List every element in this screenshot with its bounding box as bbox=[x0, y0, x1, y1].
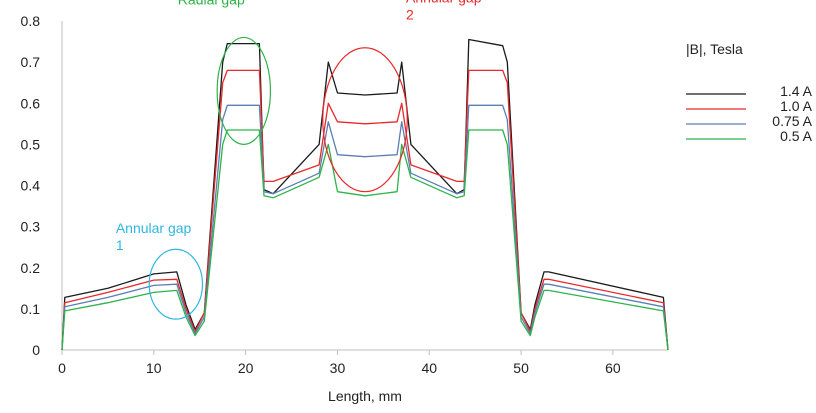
y-tick-label: 0.8 bbox=[21, 13, 41, 29]
legend-title: |B|, Tesla bbox=[686, 41, 743, 57]
x-tick-label: 20 bbox=[238, 360, 254, 376]
axes: 0 0.1 0.2 0.3 0.4 0.5 0.6 0.7 0.8 0 10 20 30 40 50 60 bbox=[21, 13, 668, 376]
annotation-label: Annular gap bbox=[116, 220, 192, 236]
x-axis-title: Length, mm bbox=[328, 388, 402, 404]
y-tick-label: 0.4 bbox=[21, 178, 41, 194]
annotation-ellipse bbox=[322, 47, 408, 193]
x-tick-label: 0 bbox=[58, 360, 66, 376]
annotation-ellipse bbox=[216, 36, 272, 145]
x-tick-label: 50 bbox=[513, 360, 529, 376]
x-tick-label: 60 bbox=[605, 360, 621, 376]
x-tick-label: 30 bbox=[330, 360, 346, 376]
y-tick-label: 0.6 bbox=[21, 95, 41, 111]
annotation-label: 2 bbox=[406, 7, 414, 23]
series-line-1-4-a bbox=[61, 38, 669, 351]
x-tick-label: 40 bbox=[421, 360, 437, 376]
legend: |B|, Tesla 1.4 A1.0 A0.75 A0.5 A bbox=[686, 41, 813, 144]
legend-label: 0.5 A bbox=[780, 128, 813, 144]
legend-label: 1.4 A bbox=[780, 83, 813, 99]
y-tick-label: 0.3 bbox=[21, 219, 41, 235]
annotation-ellipse bbox=[148, 248, 204, 320]
annotation-label: Radial gap bbox=[178, 0, 245, 7]
series-line-0-5-a bbox=[61, 129, 669, 351]
x-tick-label: 10 bbox=[146, 360, 162, 376]
y-tick-label: 0.1 bbox=[21, 301, 41, 317]
series-line-1-0-a bbox=[61, 69, 669, 351]
y-tick-label: 0 bbox=[32, 342, 40, 358]
y-tick-label: 0.2 bbox=[21, 260, 41, 276]
legend-label: 0.75 A bbox=[772, 113, 812, 129]
legend-label: 1.0 A bbox=[780, 98, 813, 114]
annotation-label: 1 bbox=[116, 237, 124, 253]
y-tick-label: 0.5 bbox=[21, 136, 41, 152]
annotation-label: Annular gap bbox=[406, 0, 482, 6]
y-tick-label: 0.7 bbox=[21, 54, 41, 70]
